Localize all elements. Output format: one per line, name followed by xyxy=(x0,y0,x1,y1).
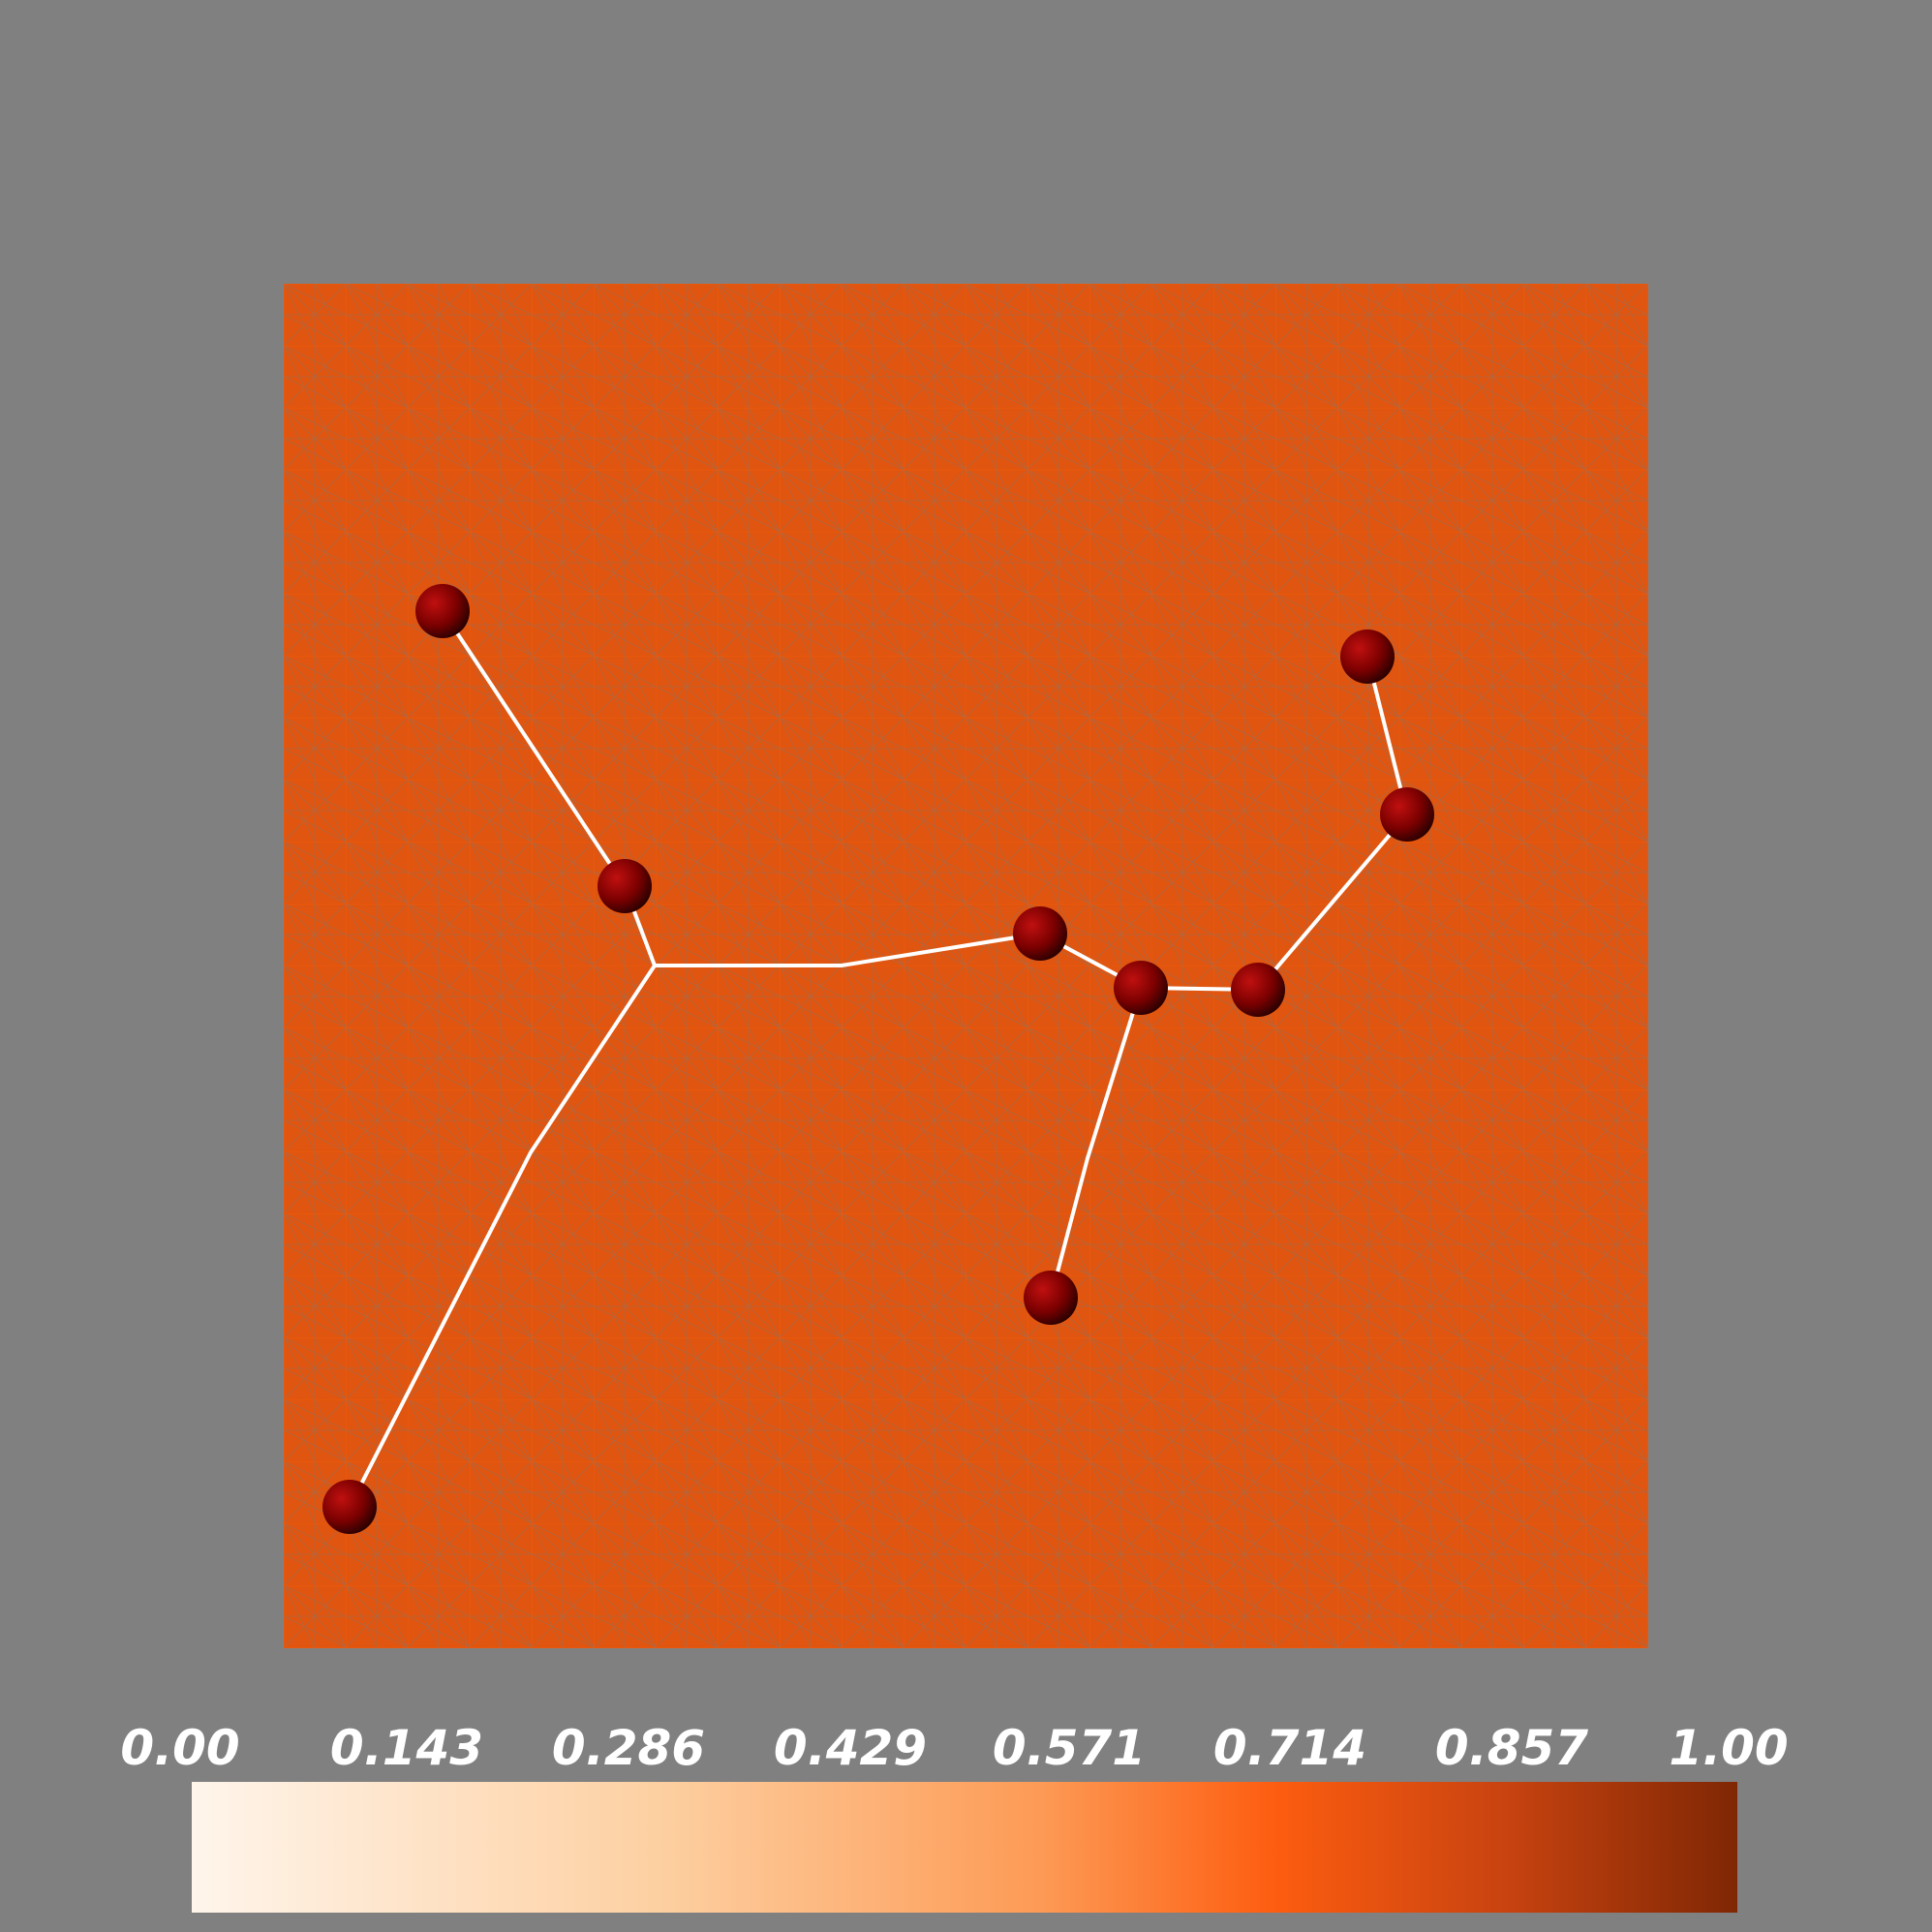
node xyxy=(1340,629,1395,684)
graph-edges xyxy=(348,609,1409,1508)
mesh xyxy=(284,284,1648,1648)
node xyxy=(1231,963,1285,1017)
graph-nodes xyxy=(322,584,1434,1534)
node xyxy=(415,584,470,638)
edge xyxy=(1049,987,1143,1299)
node xyxy=(598,859,652,913)
colorbar-ticks: 0.00 0.143 0.286 0.429 0.571 0.714 0.857 1.00 xyxy=(120,1720,1788,1776)
colorbar-tick-label: 0.00 xyxy=(120,1720,239,1776)
colorbar-tick-label: 1.00 xyxy=(1669,1720,1788,1776)
colorbar xyxy=(192,1782,1737,1913)
colorbar-tick-label: 0.571 xyxy=(993,1720,1146,1776)
edge xyxy=(441,609,627,888)
colorbar-tick-label: 0.143 xyxy=(330,1720,483,1776)
edge xyxy=(1256,813,1409,992)
colorbar-tick-label: 0.857 xyxy=(1435,1720,1588,1776)
node xyxy=(1380,787,1434,842)
edge xyxy=(348,964,657,1508)
node xyxy=(1013,906,1067,961)
edge xyxy=(1365,656,1409,815)
node xyxy=(1024,1271,1078,1325)
colorbar-tick-label: 0.429 xyxy=(774,1720,927,1776)
edge xyxy=(655,932,1041,967)
node xyxy=(322,1480,377,1534)
colorbar-tick-label: 0.286 xyxy=(552,1720,705,1776)
colorbar-tick-label: 0.714 xyxy=(1213,1720,1366,1776)
node xyxy=(1114,961,1168,1015)
